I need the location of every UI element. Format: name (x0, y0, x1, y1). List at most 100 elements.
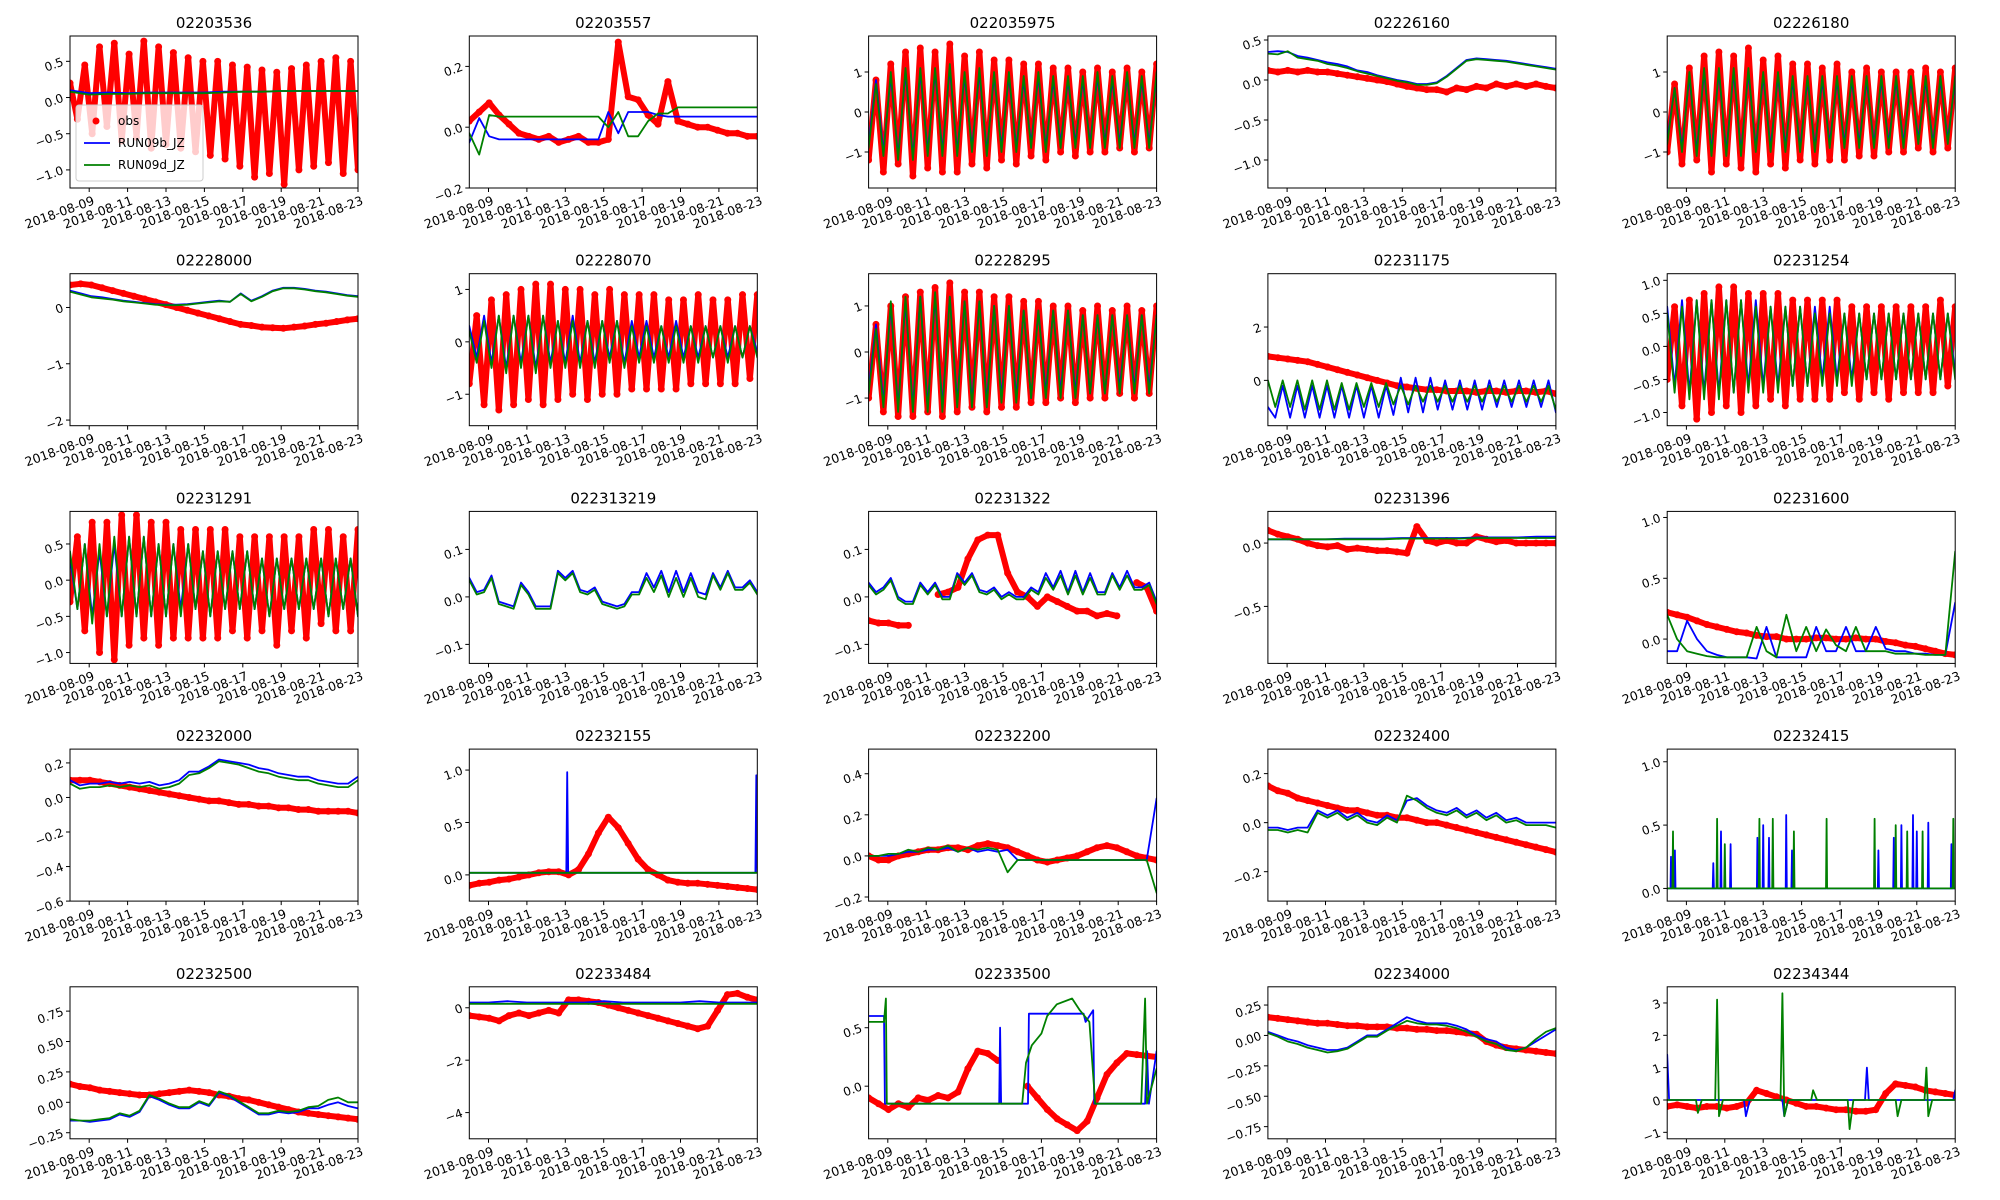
obs-series (868, 532, 1157, 629)
obs-point (1885, 395, 1893, 403)
obs-point (469, 380, 473, 388)
obs-point (1353, 806, 1361, 814)
obs-point (1133, 1051, 1141, 1059)
obs-point (1781, 402, 1789, 410)
obs-point (1673, 611, 1681, 619)
obs-point (86, 776, 94, 784)
obs-point (1363, 74, 1371, 82)
obs-point (1700, 290, 1708, 298)
y-tick-label: 0.5 (841, 1021, 864, 1041)
obs-point (743, 993, 751, 1001)
obs-point (938, 412, 946, 420)
obs-point (1079, 68, 1087, 76)
obs-point (1094, 64, 1102, 72)
obs-point (155, 641, 163, 649)
obs-point (1267, 782, 1272, 790)
obs-point (1133, 852, 1141, 860)
y-tick-label: −0.2 (1231, 865, 1263, 888)
y-tick-label: 0.2 (43, 756, 66, 776)
obs-point (76, 776, 84, 784)
obs-point (1812, 1102, 1820, 1110)
obs-point (1914, 144, 1922, 152)
subplot-02203557: 02203557−0.20.00.22018-08-092018-08-1120… (422, 14, 764, 232)
subplot-title: 02231254 (1773, 252, 1849, 270)
obs-point (634, 855, 642, 863)
subplot-title: 02234000 (1374, 965, 1450, 983)
obs-point (485, 1014, 493, 1022)
obs-point (1413, 523, 1421, 531)
obs-point (192, 525, 200, 533)
obs-point (110, 39, 118, 47)
run09d-series (70, 535, 358, 625)
obs-point (1929, 389, 1937, 397)
obs-point (1153, 302, 1157, 310)
obs-point (1944, 144, 1952, 152)
obs-point (1333, 542, 1341, 550)
obs-point (245, 800, 253, 808)
obs-point (1759, 56, 1767, 64)
obs-point (753, 886, 758, 894)
obs-point (236, 162, 244, 170)
subplot-title: 02231396 (1374, 489, 1450, 507)
y-tick-label: 0.0 (1640, 882, 1663, 902)
obs-point (1071, 399, 1079, 407)
y-tick-label: −1.0 (1231, 153, 1263, 176)
obs-point (1274, 787, 1282, 795)
obs-point (635, 291, 643, 299)
obs-point (964, 555, 972, 563)
obs-point (1294, 356, 1302, 364)
obs-point (1403, 82, 1411, 90)
obs-point (1014, 848, 1022, 856)
obs-point (184, 634, 192, 642)
obs-point (258, 66, 266, 74)
obs-point (1343, 545, 1351, 553)
plot-area (868, 531, 1157, 629)
obs-point (505, 120, 513, 128)
obs-point (1343, 368, 1351, 376)
y-tick-label: 0 (852, 105, 864, 121)
obs-point (1443, 1027, 1451, 1035)
obs-point (515, 1009, 523, 1017)
plot-area (868, 797, 1157, 894)
obs-point (221, 525, 229, 533)
obs-point (1767, 160, 1775, 168)
obs-point (1423, 1025, 1431, 1033)
subplot-02234000: 02234000−0.75−0.50−0.250.000.252018-08-0… (1221, 965, 1563, 1183)
obs-point (1033, 602, 1041, 610)
obs-point (510, 401, 518, 409)
obs-point (1855, 395, 1863, 403)
obs-point (1870, 152, 1878, 160)
obs-point (487, 296, 495, 304)
obs-point (70, 79, 74, 87)
obs-point (1113, 844, 1121, 852)
obs-point (469, 1012, 473, 1020)
obs-point (944, 1094, 952, 1102)
y-tick-label: 0.00 (1233, 1029, 1263, 1051)
obs-point (1532, 80, 1540, 88)
obs-point (324, 807, 332, 815)
obs-point (1353, 371, 1361, 379)
obs-point (1902, 641, 1910, 649)
obs-point (245, 1096, 253, 1104)
obs-point (1012, 403, 1020, 411)
y-tick-label: 1 (1651, 1061, 1663, 1077)
obs-point (1542, 539, 1550, 547)
obs-point (1921, 645, 1929, 653)
obs-point (1130, 394, 1138, 402)
obs-point (1892, 303, 1900, 311)
plot-area (70, 511, 358, 664)
obs-point (1433, 539, 1441, 547)
obs-point (716, 380, 724, 388)
y-tick-label: −1.0 (33, 163, 65, 186)
axes-frame (868, 986, 1158, 1140)
y-tick-label: 0 (1651, 1093, 1663, 1109)
axes-frame (468, 510, 758, 664)
obs-point (1005, 293, 1013, 301)
run09d-series (1667, 550, 1956, 659)
obs-point (679, 296, 687, 304)
obs-point (990, 293, 998, 301)
obs-point (475, 108, 483, 116)
obs-point (1373, 811, 1381, 819)
y-tick-label: 1.0 (1640, 511, 1663, 531)
obs-point (968, 160, 976, 168)
